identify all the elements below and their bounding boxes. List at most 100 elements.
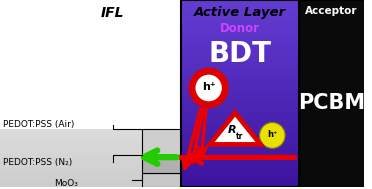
- Bar: [0, 8, 181, 12]
- Bar: [0, 183, 181, 187]
- Bar: [181, 8, 299, 14]
- Bar: [181, 0, 299, 187]
- Bar: [181, 116, 299, 121]
- Bar: [181, 158, 299, 163]
- Bar: [181, 149, 299, 154]
- Bar: [0, 77, 181, 81]
- Bar: [181, 55, 299, 61]
- Circle shape: [260, 122, 285, 148]
- Bar: [0, 145, 181, 149]
- Bar: [0, 158, 181, 162]
- Bar: [181, 130, 299, 136]
- Bar: [181, 64, 299, 70]
- Bar: [0, 46, 181, 50]
- Bar: [181, 74, 299, 79]
- Text: PEDOT:PSS (Air): PEDOT:PSS (Air): [3, 120, 74, 129]
- Bar: [0, 173, 181, 177]
- Bar: [299, 0, 365, 187]
- Bar: [181, 97, 299, 103]
- Bar: [181, 111, 299, 117]
- Bar: [0, 167, 181, 171]
- Bar: [0, 142, 181, 146]
- Bar: [0, 27, 181, 31]
- Bar: [181, 60, 299, 65]
- Text: IFL: IFL: [100, 6, 124, 20]
- Bar: [181, 69, 299, 75]
- Bar: [0, 15, 181, 19]
- Circle shape: [192, 71, 225, 105]
- Bar: [0, 61, 181, 65]
- Bar: [181, 18, 299, 23]
- Bar: [181, 83, 299, 89]
- Bar: [181, 153, 299, 159]
- Bar: [181, 22, 299, 28]
- Bar: [181, 139, 299, 145]
- Bar: [0, 58, 181, 62]
- Bar: [181, 144, 299, 149]
- Text: MoO₃: MoO₃: [54, 179, 78, 188]
- Bar: [181, 88, 299, 93]
- Text: h⁺: h⁺: [267, 130, 278, 139]
- Bar: [181, 92, 299, 98]
- Bar: [0, 120, 181, 125]
- Bar: [181, 4, 299, 9]
- Bar: [142, 173, 181, 187]
- Bar: [0, 152, 181, 156]
- Bar: [0, 161, 181, 165]
- Bar: [0, 67, 181, 72]
- Bar: [0, 102, 181, 106]
- Text: BDT: BDT: [208, 40, 272, 67]
- Bar: [0, 71, 181, 75]
- Bar: [0, 136, 181, 140]
- Bar: [0, 21, 181, 25]
- Bar: [0, 170, 181, 174]
- Bar: [181, 36, 299, 42]
- Bar: [0, 127, 181, 131]
- Bar: [0, 180, 181, 184]
- Text: PEDOT:PSS (N₂): PEDOT:PSS (N₂): [3, 158, 72, 167]
- Bar: [0, 0, 181, 3]
- Bar: [0, 2, 181, 6]
- Bar: [0, 64, 181, 68]
- Bar: [181, 177, 299, 182]
- Bar: [0, 105, 181, 109]
- Bar: [0, 5, 181, 9]
- Bar: [0, 43, 181, 47]
- Bar: [181, 167, 299, 173]
- Bar: [0, 111, 181, 115]
- Bar: [0, 86, 181, 90]
- Bar: [181, 181, 299, 187]
- Bar: [0, 95, 181, 100]
- Bar: [0, 36, 181, 40]
- Bar: [0, 83, 181, 87]
- Bar: [0, 52, 181, 56]
- Bar: [0, 130, 181, 134]
- Bar: [0, 133, 181, 137]
- Bar: [0, 92, 181, 97]
- Bar: [0, 177, 181, 180]
- Bar: [0, 55, 181, 59]
- Text: tr: tr: [236, 132, 244, 141]
- Bar: [181, 27, 299, 33]
- Bar: [181, 172, 299, 177]
- Bar: [0, 49, 181, 53]
- Bar: [181, 78, 299, 84]
- Bar: [181, 163, 299, 168]
- Bar: [181, 102, 299, 107]
- Bar: [0, 155, 181, 159]
- Bar: [0, 74, 181, 78]
- Bar: [0, 149, 181, 153]
- Polygon shape: [210, 113, 260, 144]
- Text: Donor: Donor: [220, 22, 260, 35]
- Bar: [0, 18, 181, 22]
- Bar: [0, 0, 181, 129]
- Bar: [0, 139, 181, 143]
- Bar: [142, 155, 181, 173]
- Bar: [0, 80, 181, 84]
- Bar: [0, 89, 181, 93]
- Bar: [0, 108, 181, 112]
- Bar: [181, 50, 299, 56]
- Bar: [0, 117, 181, 121]
- Bar: [0, 24, 181, 28]
- Bar: [0, 30, 181, 34]
